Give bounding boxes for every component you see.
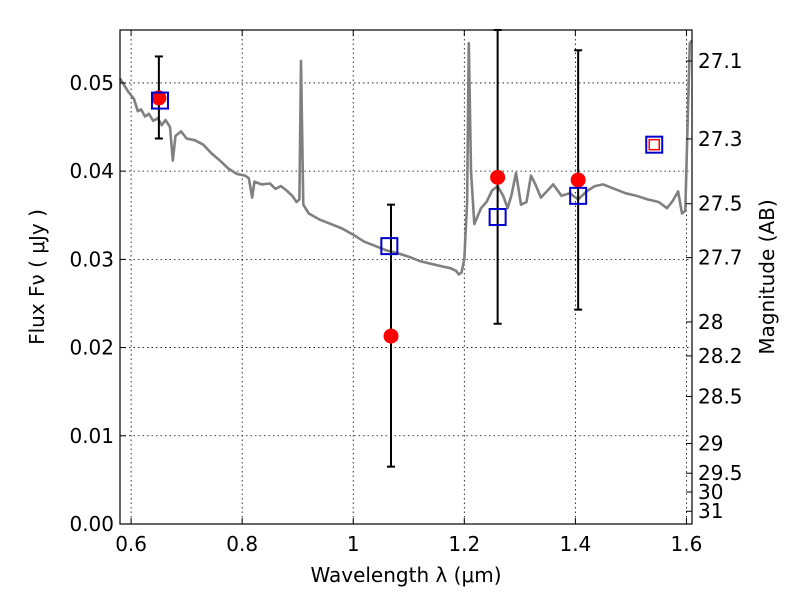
observed-flux-point [490, 169, 506, 185]
right-tick-label: 31 [698, 499, 723, 523]
y-axis-right-label: Magnitude (AB) [755, 199, 779, 354]
model-flux-square [488, 208, 507, 227]
right-tick-label: 29.5 [698, 461, 743, 485]
y-tick-label: 0.00 [69, 512, 114, 536]
right-tick-label: 27.3 [698, 127, 743, 151]
x-tick-label: 1.2 [448, 532, 480, 556]
x-tick-label: 0.8 [226, 532, 258, 556]
x-tick-label: 0.6 [115, 532, 147, 556]
y-tick-label: 0.05 [69, 71, 114, 95]
y-tick-label: 0.03 [69, 247, 114, 271]
spectrum-line-layer [118, 39, 693, 276]
x-tick-label: 1.6 [671, 532, 703, 556]
observed-flux-point [383, 328, 399, 344]
right-tick-label: 27.5 [698, 192, 743, 216]
spectrum-line [118, 39, 693, 276]
x-tick-label: 1 [347, 532, 360, 556]
right-tick-label: 28.2 [698, 344, 743, 368]
y-tick-label: 0.01 [69, 424, 114, 448]
tick-layer [120, 30, 692, 525]
marker-layer [150, 90, 664, 344]
right-tick-label: 28 [698, 310, 723, 334]
x-axis-label: Wavelength λ (μm) [310, 563, 501, 587]
right-tick-label: 28.5 [698, 384, 743, 408]
model-flux-square [150, 91, 169, 110]
right-tick-label: 27.7 [698, 246, 743, 270]
right-tick-label: 29 [698, 432, 723, 456]
y-axis-label: Flux Fν ( μJy ) [25, 209, 49, 345]
right-tick-label: 30 [698, 480, 723, 504]
model-flux-square [645, 135, 664, 154]
observed-flux-point [570, 172, 586, 188]
right-tick-label: 27.1 [698, 49, 743, 73]
tick-label-layer: 0.6 0.8 1 1.2 1.4 1.6 0.00 0.01 0.02 0.03 0.04 0.05… [69, 49, 742, 556]
y-tick-label: 0.04 [69, 159, 114, 183]
observed-square-point [648, 138, 660, 151]
y-tick-label: 0.02 [69, 336, 114, 360]
x-tick-label: 1.4 [559, 532, 591, 556]
plot-frame [119, 29, 693, 525]
model-flux-square [569, 186, 588, 205]
model-flux-square [380, 237, 399, 256]
